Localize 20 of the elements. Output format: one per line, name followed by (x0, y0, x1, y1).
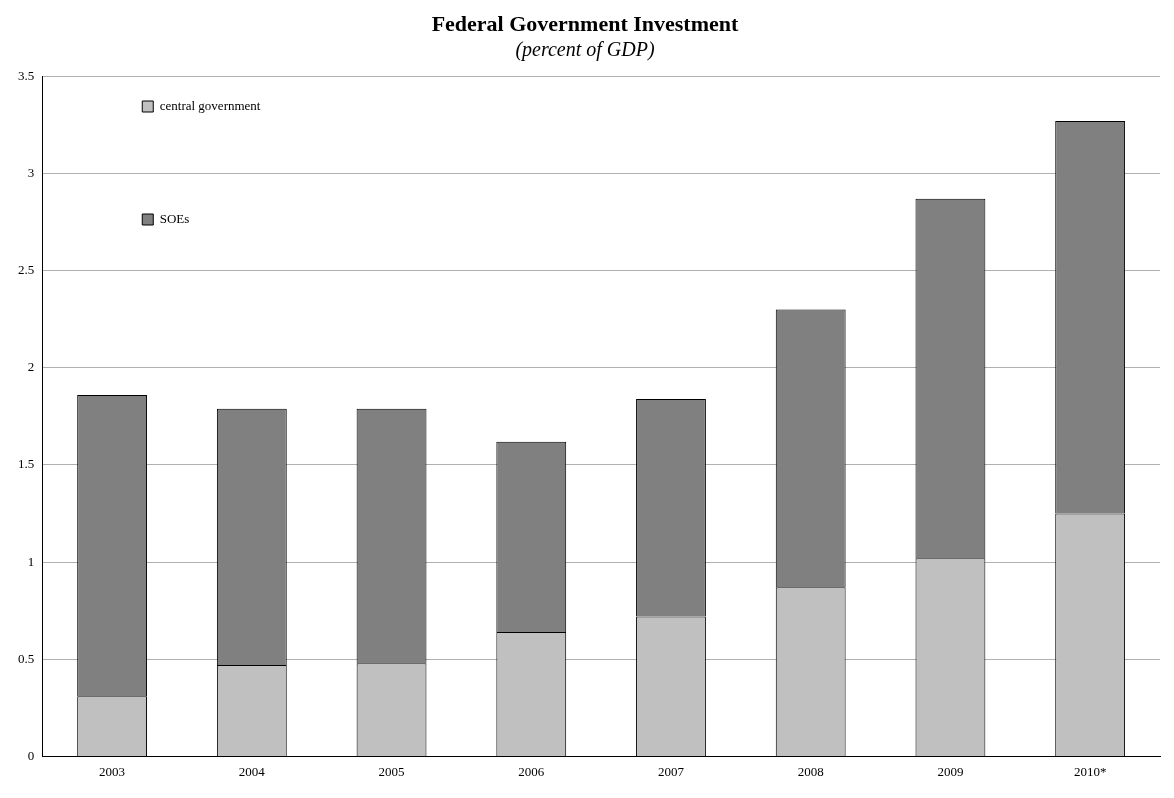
x-tick-label: 2010* (1073, 763, 1107, 779)
x-tick-label: 2004 (238, 763, 266, 779)
x-tick-label: 2008 (797, 763, 824, 779)
legend-label: SOEs (159, 210, 190, 226)
y-tick-label: 3.5 (18, 67, 35, 83)
chart-subtitle: (percent of GDP) (515, 37, 655, 61)
x-tick-label: 2009 (937, 763, 964, 779)
x-tick-label: 2006 (518, 763, 545, 779)
x-tick-label: 2007 (657, 763, 685, 779)
legend-label: central government (159, 97, 261, 113)
y-tick-label: 3 (27, 164, 35, 180)
chart-title: Federal Government Investment (431, 10, 740, 36)
y-tick-label: 0 (27, 747, 35, 763)
y-tick-label: 1.5 (18, 456, 35, 472)
y-tick-label: 2.5 (18, 262, 35, 278)
x-tick-label: 2005 (378, 763, 405, 779)
y-tick-label: 2 (27, 359, 35, 375)
y-tick-label: 1 (27, 553, 35, 569)
x-tick-label: 2003 (99, 763, 126, 779)
y-tick-label: 0.5 (18, 650, 35, 666)
